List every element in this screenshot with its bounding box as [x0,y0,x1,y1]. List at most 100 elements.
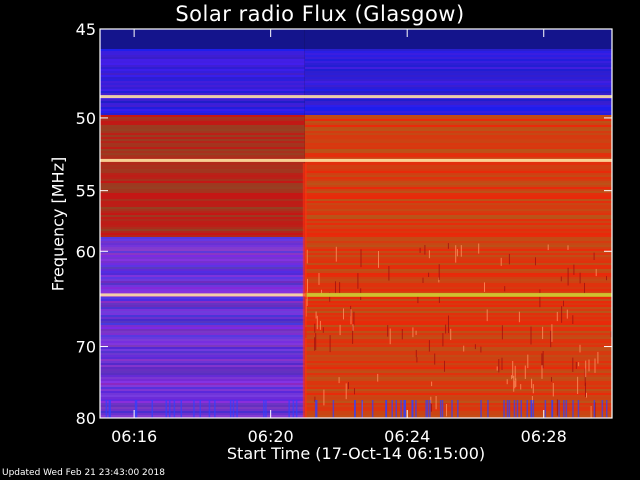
spectrogram-row [304,199,612,201]
burst-streak [343,308,344,320]
spectrogram-row [304,343,612,345]
burst-streak [338,377,340,384]
spectrogram-row [100,39,305,41]
spectrogram-row [304,221,612,223]
spectrogram-row [304,101,612,103]
spectrogram-row [100,355,305,357]
burst-streak [567,245,569,250]
spectrogram-row [100,93,305,95]
spectrogram-row [304,313,612,315]
spectrogram-row [100,393,305,395]
burst-streak [579,344,581,353]
spectrogram-row [304,237,612,239]
spectrogram-row [304,103,612,105]
burst-streak [444,360,445,372]
spectrogram-row [100,315,305,317]
spectrogram-row [100,123,305,125]
burst-streak [335,246,337,262]
burst-streak [539,289,541,308]
burst-streak [480,346,482,353]
burst-streak [572,357,574,372]
burst-streak [552,383,554,397]
burst-streak [561,306,563,323]
spectrogram-row [304,43,612,45]
burst-streak [419,247,421,253]
spectrogram-row [304,387,612,389]
burst-streak [307,278,308,292]
spectrogram-row [304,279,612,281]
bottom-streak [180,400,182,418]
spectrogram-row [100,213,305,215]
spectrogram-row [100,281,305,283]
spectrogram-row [304,197,612,199]
burst-streak [316,315,318,330]
burst-streak [319,320,321,330]
spectrogram-row [100,383,305,385]
spectrogram-row [100,273,305,275]
spectrogram-row [100,409,305,411]
spectrogram-row [304,275,612,277]
burst-streak [412,327,414,338]
burst-streak [500,257,502,266]
spectrogram-row [304,373,612,375]
spectrogram-row [100,219,305,221]
spectrogram-row [304,41,612,43]
burst-streak [315,333,317,351]
spectrogram-row [100,303,305,305]
spectrogram-row [304,255,612,257]
spectrogram-row [100,153,305,155]
spectrogram-row [100,235,305,237]
spectrogram-row [304,123,612,125]
spectrogram-row [304,71,612,73]
burst-streak [357,273,359,289]
bottom-streak [516,400,519,418]
burst-streak [566,309,568,319]
bottom-streak [426,400,429,418]
spectrogram-row [100,133,305,135]
spectrogram-row [100,241,305,243]
burst-streak [388,266,390,281]
burst-streak [314,337,316,351]
spectrogram-row [304,217,612,219]
burst-streak [434,353,436,365]
spectrogram-row [100,231,305,233]
burst-streak [579,272,581,284]
spectrogram-row [100,259,305,261]
spectrogram-row [304,37,612,39]
spectrogram-row [100,81,305,83]
burst-streak [428,340,430,352]
burst-streak [551,377,552,382]
bottom-streak [551,400,554,418]
spectrogram-row [304,115,612,117]
spectrogram-row [304,265,612,267]
burst-streak [438,277,440,283]
spectrogram-row [100,261,305,263]
spectrogram-row [100,365,305,367]
bottom-streak [295,400,298,418]
spectrogram-row [304,383,612,385]
spectrogram-row [100,109,305,111]
burst-streak [323,389,325,406]
burst-streak [542,351,544,369]
burst-streak [584,282,585,296]
bottom-streak [439,400,442,418]
spectrogram-row [304,285,612,287]
bottom-streak [508,400,511,418]
x-tick-label: 06:20 [248,427,294,446]
bottom-streak [165,400,167,418]
burst-streak [354,388,355,395]
spectrogram-row [100,211,305,213]
spectrogram-row [100,117,305,119]
bottom-streak [229,400,232,418]
spectrogram-row [100,139,305,141]
spectrogram-row [304,269,612,271]
bottom-streak [487,400,489,418]
spectrogram-row [304,297,612,299]
bottom-streak [526,400,528,418]
burst-streak [593,252,595,260]
spectrogram-row [100,165,305,167]
bottom-streak [193,400,195,418]
spectrogram-row [304,375,612,377]
spectrogram-row [100,415,305,417]
spectrogram-row [100,373,305,375]
